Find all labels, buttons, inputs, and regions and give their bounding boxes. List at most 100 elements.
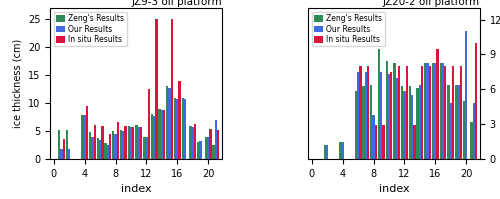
Bar [166,86,168,159]
Bar [60,149,62,159]
Bar [176,99,178,159]
Bar [138,127,140,159]
Bar [398,66,400,159]
Bar [421,66,424,159]
Bar [104,143,106,159]
Bar [465,31,468,159]
Bar [184,99,186,159]
Legend: Zeng's Results, Our Results, In situ Results: Zeng's Results, Our Results, In situ Res… [54,12,127,46]
Bar [89,132,92,159]
Bar [408,86,411,159]
Bar [404,91,406,159]
Bar [140,127,142,159]
Bar [102,126,103,159]
Bar [163,110,166,159]
Bar [360,66,362,159]
Bar [143,137,146,159]
Bar [194,124,196,159]
Bar [112,131,114,159]
Bar [440,63,442,159]
Bar [204,137,207,159]
Bar [146,137,148,159]
Bar [189,126,192,159]
Bar [92,137,94,159]
Bar [470,122,472,159]
Bar [382,125,384,159]
Bar [432,63,434,159]
Bar [86,106,88,159]
Bar [390,72,392,159]
Bar [418,85,421,159]
Bar [96,138,99,159]
Bar [156,19,158,159]
Bar [450,103,452,159]
Bar [393,63,396,159]
Bar [214,120,217,159]
Bar [210,129,212,159]
Bar [447,85,450,159]
Bar [178,81,180,159]
Bar [182,98,184,159]
Bar [442,63,444,159]
Bar [434,63,436,159]
Bar [94,125,96,159]
Bar [388,74,390,159]
Bar [428,66,431,159]
Bar [160,110,163,159]
Text: JZ9-3 oil platform: JZ9-3 oil platform [132,0,222,7]
Bar [416,88,418,159]
Bar [401,86,404,159]
Bar [444,66,446,159]
Bar [436,49,438,159]
Bar [153,115,156,159]
Bar [135,125,138,159]
Bar [472,103,475,159]
Bar [81,115,84,159]
Text: JZ20-2 oil platform: JZ20-2 oil platform [383,0,480,7]
Bar [324,145,326,159]
Bar [475,43,478,159]
Bar [128,126,130,159]
Bar [460,66,462,159]
X-axis label: index: index [378,184,410,194]
Bar [217,130,220,159]
Bar [342,142,344,159]
Bar [212,145,214,159]
Bar [58,130,60,159]
Bar [130,127,132,159]
Bar [192,127,194,159]
Bar [406,66,408,159]
Bar [364,72,367,159]
Bar [170,19,173,159]
Bar [354,91,357,159]
Bar [372,115,374,159]
Bar [378,49,380,159]
Bar [150,114,153,159]
Bar [99,139,102,159]
Bar [455,85,457,159]
Bar [380,72,382,159]
Bar [426,63,428,159]
Bar [339,142,342,159]
Bar [411,95,414,159]
Bar [132,127,134,159]
Bar [114,134,116,159]
Bar [462,101,465,159]
Bar [68,149,70,159]
Bar [367,66,370,159]
Bar [122,131,124,159]
X-axis label: index: index [120,184,152,194]
Bar [386,61,388,159]
Y-axis label: ice thickness (cm): ice thickness (cm) [12,39,22,128]
Bar [414,125,416,159]
Bar [124,126,126,159]
Bar [452,66,454,159]
Bar [66,130,68,159]
Bar [357,72,360,159]
Bar [84,115,86,159]
Legend: Zeng's Results, Our Results, In situ Results: Zeng's Results, Our Results, In situ Res… [312,12,384,46]
Bar [370,85,372,159]
Bar [374,125,377,159]
Bar [158,109,160,159]
Bar [168,88,170,159]
